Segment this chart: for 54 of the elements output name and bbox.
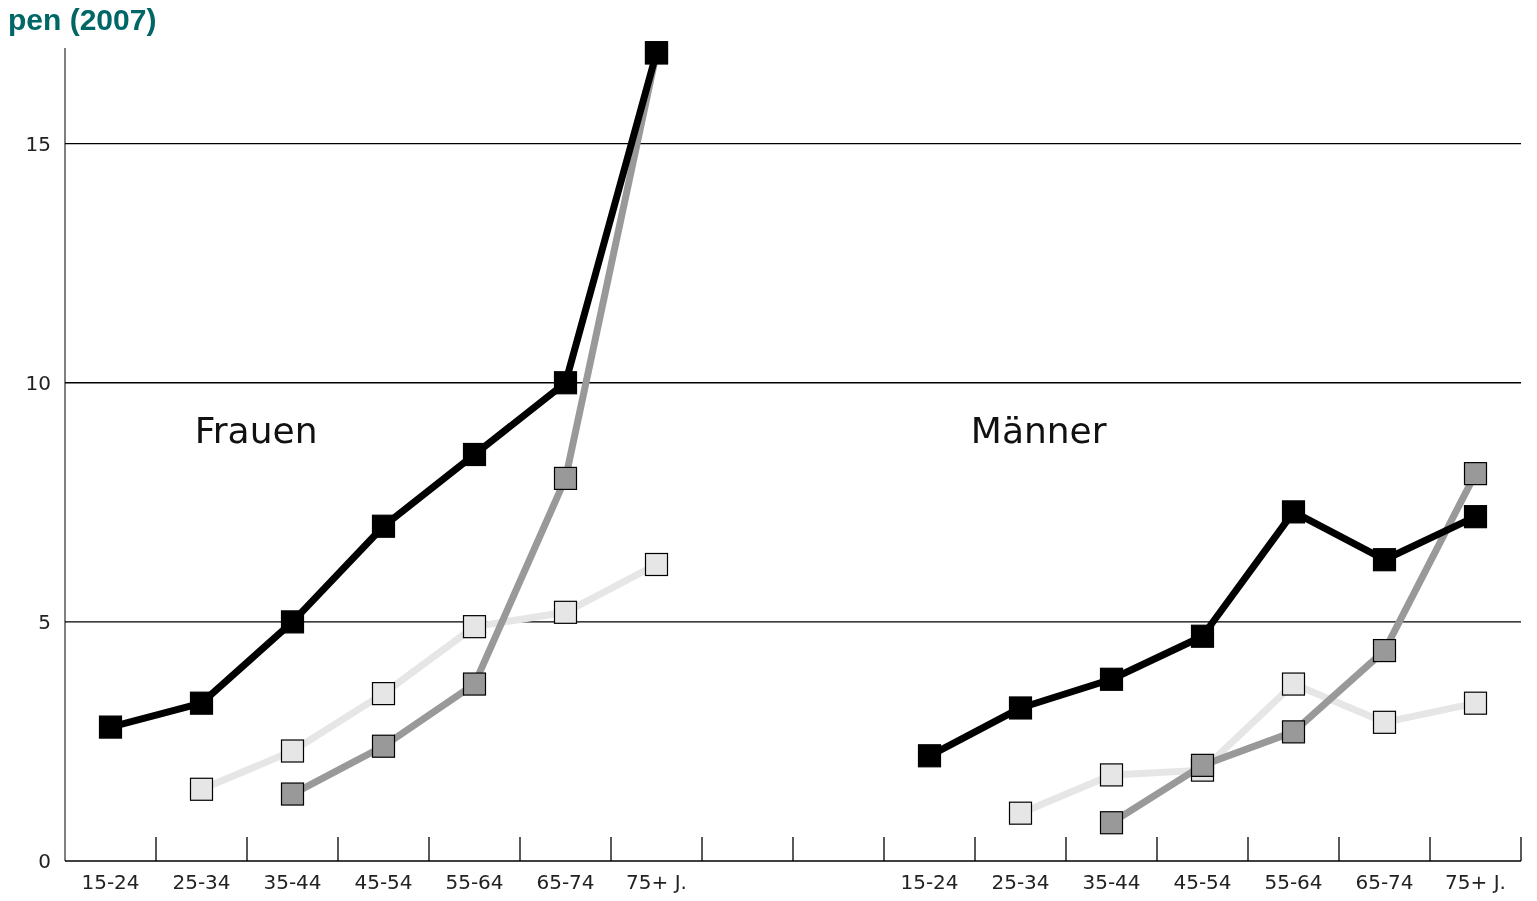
point [371, 682, 396, 706]
point [280, 739, 305, 763]
point [1463, 462, 1488, 486]
point [1281, 672, 1306, 696]
point [1463, 691, 1488, 715]
point [189, 691, 214, 715]
point [371, 734, 396, 758]
x-tick-label: 25-34 [172, 870, 231, 894]
point [462, 615, 487, 639]
point [1008, 801, 1033, 825]
point [1099, 667, 1124, 691]
x-tick-label: 55-64 [1264, 870, 1323, 894]
point [1099, 763, 1124, 787]
point [371, 514, 396, 538]
x-tick-label: 15-24 [81, 870, 140, 894]
y-tick-label: 0 [38, 849, 51, 873]
point [1463, 505, 1488, 529]
x-tick-label: 25-34 [991, 870, 1050, 894]
x-tick-label: 65-74 [536, 870, 595, 894]
x-tick-label: 75+ J. [626, 870, 687, 894]
x-tick-label: 75+ J. [1445, 870, 1506, 894]
point [644, 552, 669, 577]
y-tick-label: 15 [25, 131, 51, 156]
point [462, 672, 487, 696]
y-tick-label: 5 [38, 609, 51, 634]
x-tick-label: 45-54 [354, 870, 413, 894]
x-tick-label: 55-64 [445, 870, 504, 894]
annotation: Männer [970, 410, 1107, 452]
x-tick-label: 35-44 [1082, 870, 1141, 894]
point [189, 777, 214, 801]
point [1281, 500, 1306, 524]
y-tick-label: 10 [25, 370, 51, 395]
point [1008, 696, 1033, 720]
x-tick-label: 15-24 [900, 870, 959, 894]
point [553, 600, 578, 624]
point [1372, 548, 1397, 572]
point [280, 782, 305, 806]
point [1190, 624, 1215, 648]
point [98, 715, 123, 739]
point [917, 744, 942, 768]
point [1099, 811, 1124, 835]
point [462, 442, 487, 467]
x-tick-label: 65-74 [1355, 870, 1414, 894]
point [280, 610, 305, 634]
x-tick-label: 35-44 [263, 870, 322, 894]
point [1190, 753, 1215, 777]
point [1372, 710, 1397, 734]
chart-title: pen (2007) [8, 3, 157, 36]
point [553, 466, 578, 491]
x-tick-label: 45-54 [1173, 870, 1232, 894]
annotation: Frauen [194, 410, 318, 452]
point [1372, 638, 1397, 663]
point [1281, 720, 1306, 744]
point [553, 371, 578, 395]
